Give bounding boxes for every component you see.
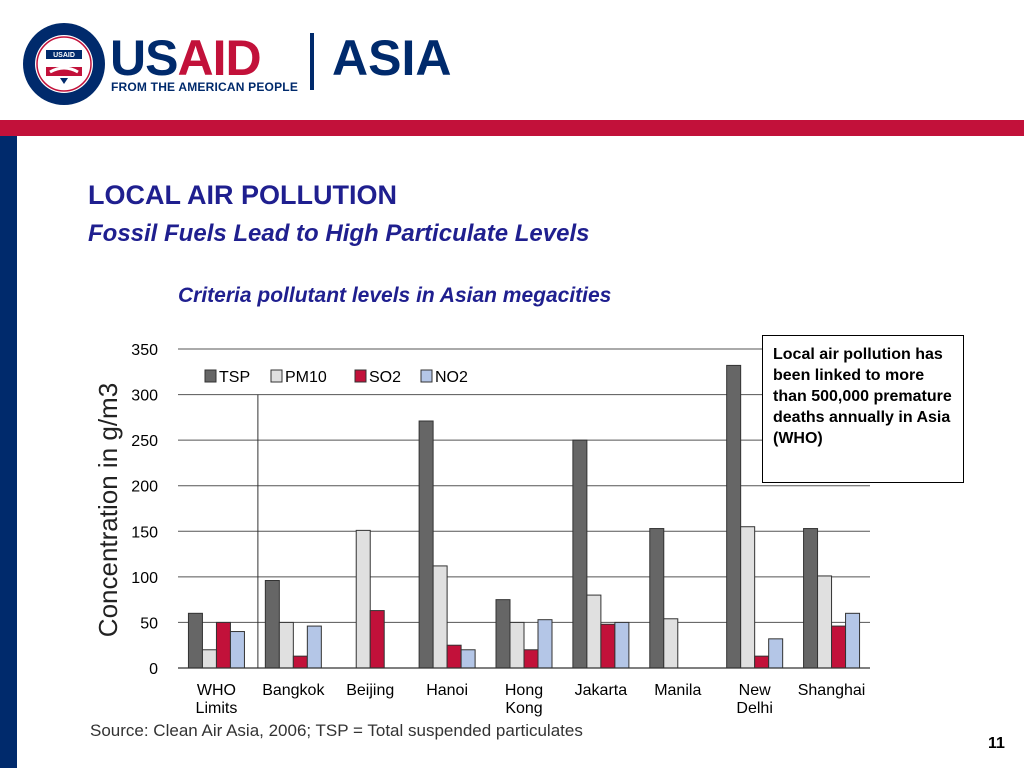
header-red-bar — [0, 120, 1024, 136]
x-tick-label: WHO — [197, 682, 236, 699]
bar-no2-3 — [460, 649, 476, 669]
x-tick-label: Hanoi — [426, 682, 468, 699]
bar-so2-0 — [215, 621, 231, 669]
y-tick-label: 300 — [131, 388, 158, 405]
bar-so2-7 — [754, 655, 770, 669]
brand-tagline: FROM THE AMERICAN PEOPLE — [111, 80, 299, 94]
bar-pm10-3 — [432, 565, 448, 669]
bar-tsp-3 — [418, 420, 434, 669]
bar-so2-2 — [369, 610, 385, 669]
bar-no2-4 — [537, 619, 553, 669]
x-tick-label: New — [739, 682, 771, 699]
logo-divider — [310, 33, 314, 90]
x-tick-label: Manila — [654, 682, 701, 699]
bar-so2-4 — [523, 649, 539, 669]
slide-subtitle: Fossil Fuels Lead to High Particulate Le… — [88, 220, 590, 247]
bar-pm10-5 — [586, 594, 602, 669]
bar-pm10-2 — [355, 529, 371, 669]
legend-swatch-so2 — [354, 369, 367, 383]
y-tick-label: 100 — [131, 570, 158, 587]
bar-tsp-0 — [187, 612, 203, 669]
page-number: 11 — [988, 735, 1005, 752]
usaid-wordmark: USAID — [110, 30, 262, 86]
x-tick-label: Beijing — [346, 682, 394, 699]
side-navy-bar — [0, 136, 17, 768]
bar-no2-1 — [306, 625, 322, 669]
x-tick-label: Jakarta — [575, 682, 628, 699]
y-tick-label: 200 — [131, 479, 158, 496]
legend-swatch-no2 — [420, 369, 433, 383]
slide-title: LOCAL AIR POLLUTION — [88, 180, 397, 210]
y-tick-label: 250 — [131, 433, 158, 450]
svg-text:USAID: USAID — [53, 52, 75, 59]
legend-label: SO2 — [369, 369, 401, 386]
y-axis-label: Concentration in g/m3 — [93, 383, 123, 637]
bar-pm10-8 — [817, 575, 833, 669]
bar-so2-8 — [831, 625, 847, 669]
y-tick-label: 0 — [149, 661, 158, 678]
source-note: Source: Clean Air Asia, 2006; TSP = Tota… — [90, 721, 583, 740]
bar-tsp-4 — [495, 599, 511, 669]
x-tick-label: Kong — [505, 700, 542, 717]
wordmark-us: US — [110, 30, 178, 86]
x-tick-label: Shanghai — [798, 682, 866, 699]
x-tick-label: Bangkok — [262, 682, 325, 699]
bar-tsp-7 — [726, 364, 742, 669]
legend-label: NO2 — [435, 369, 468, 386]
bar-tsp-5 — [572, 439, 588, 669]
legend-swatch-tsp — [204, 369, 217, 383]
y-tick-label: 50 — [140, 615, 158, 632]
bar-no2-8 — [845, 612, 861, 669]
bar-pm10-6 — [663, 618, 679, 669]
bar-no2-7 — [768, 638, 784, 669]
chart-title: Criteria pollutant levels in Asian megac… — [178, 284, 612, 307]
y-tick-label: 350 — [131, 342, 158, 359]
bar-tsp-6 — [649, 528, 665, 669]
bar-no2-0 — [229, 631, 245, 669]
usaid-seal-logo: USAID — [23, 23, 105, 105]
bar-pm10-7 — [740, 526, 756, 669]
x-tick-label: Hong — [505, 682, 543, 699]
x-tick-label: Limits — [196, 700, 238, 717]
bar-pm10-0 — [201, 649, 217, 669]
bar-so2-5 — [600, 623, 616, 669]
bar-tsp-8 — [803, 528, 819, 669]
bar-pm10-1 — [278, 621, 294, 669]
legend-swatch-pm10 — [270, 369, 283, 383]
legend-label: PM10 — [285, 369, 327, 386]
bar-pm10-4 — [509, 621, 525, 669]
x-tick-label: Delhi — [736, 700, 772, 717]
bar-so2-1 — [292, 655, 308, 669]
bar-no2-5 — [614, 621, 630, 669]
bar-so2-3 — [446, 644, 462, 669]
region-label: ASIA — [332, 30, 452, 86]
legend-label: TSP — [219, 369, 250, 386]
y-tick-label: 150 — [131, 524, 158, 541]
bar-tsp-1 — [264, 580, 280, 669]
callout-note: Local air pollution has been linked to m… — [762, 335, 964, 483]
wordmark-aid: AID — [177, 30, 261, 86]
